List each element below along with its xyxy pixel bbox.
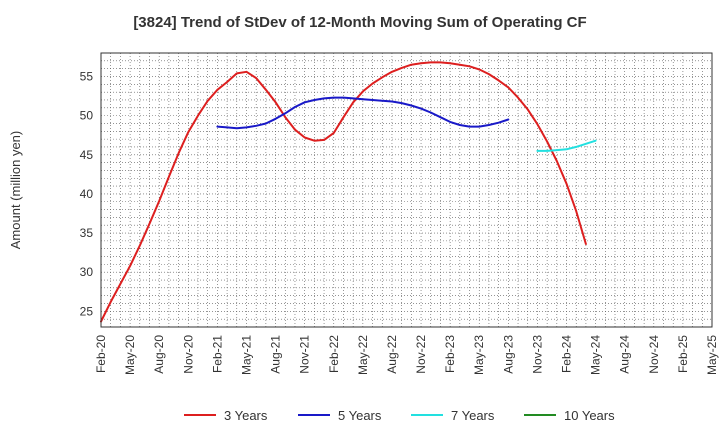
chart-title: [3824] Trend of StDev of 12-Month Moving… — [133, 14, 587, 31]
x-tick-label: Aug-22 — [385, 335, 399, 374]
x-tick-label: Feb-24 — [560, 335, 574, 373]
grid-layer — [100, 52, 713, 328]
legend-label-3-years: 3 Years — [224, 408, 268, 423]
plot-border — [100, 52, 713, 328]
x-tick-label: Nov-24 — [647, 335, 661, 374]
x-tick-label: May-22 — [356, 335, 370, 375]
x-tick-label: Nov-20 — [181, 335, 195, 374]
series-layer — [100, 61, 597, 323]
x-tick-label: May-25 — [705, 335, 719, 375]
x-tick-label: Feb-21 — [210, 335, 224, 373]
series-line-5-years — [216, 96, 510, 130]
x-tick-label: Aug-23 — [501, 335, 515, 374]
y-tick-label: 50 — [80, 109, 94, 123]
y-axis-label: Amount (million yen) — [8, 131, 23, 250]
x-tick-label: Nov-23 — [530, 335, 544, 374]
x-tick-label: Feb-22 — [327, 335, 341, 373]
axis-layer: 25 30 35 40 45 50 55 Feb-20 May-20 Aug-20 Nov-20 Fe… — [8, 52, 719, 375]
x-tick-label: Aug-21 — [269, 335, 283, 374]
legend-label-10-years: 10 Years — [564, 408, 615, 423]
y-tick-label: 35 — [80, 226, 94, 240]
x-tick-label: Nov-22 — [414, 335, 428, 374]
y-tick-label: 30 — [80, 265, 94, 279]
legend-layer: 3 Years 5 Years 7 Years 10 Years — [184, 408, 615, 423]
x-tick-label: May-24 — [589, 335, 603, 375]
legend-label-5-years: 5 Years — [338, 408, 382, 423]
legend-label-7-years: 7 Years — [451, 408, 495, 423]
x-tick-label: May-23 — [472, 335, 486, 375]
series-line-7-years — [536, 139, 597, 152]
x-tick-label: Aug-24 — [618, 335, 632, 374]
x-tick-label: May-21 — [239, 335, 253, 375]
series-line-3-years — [100, 61, 587, 323]
x-tick-label: Feb-23 — [443, 335, 457, 373]
y-tick-label: 40 — [80, 187, 94, 201]
plot-area — [101, 53, 712, 327]
y-tick-label: 45 — [80, 148, 94, 162]
y-tick-label: 25 — [80, 304, 94, 318]
x-tick-label: Feb-20 — [94, 335, 108, 373]
x-tick-label: May-20 — [123, 335, 137, 375]
x-tick-label: Feb-25 — [676, 335, 690, 373]
x-tick-label: Aug-20 — [152, 335, 166, 374]
y-tick-label: 55 — [80, 69, 94, 83]
x-tick-label: Nov-21 — [298, 335, 312, 374]
